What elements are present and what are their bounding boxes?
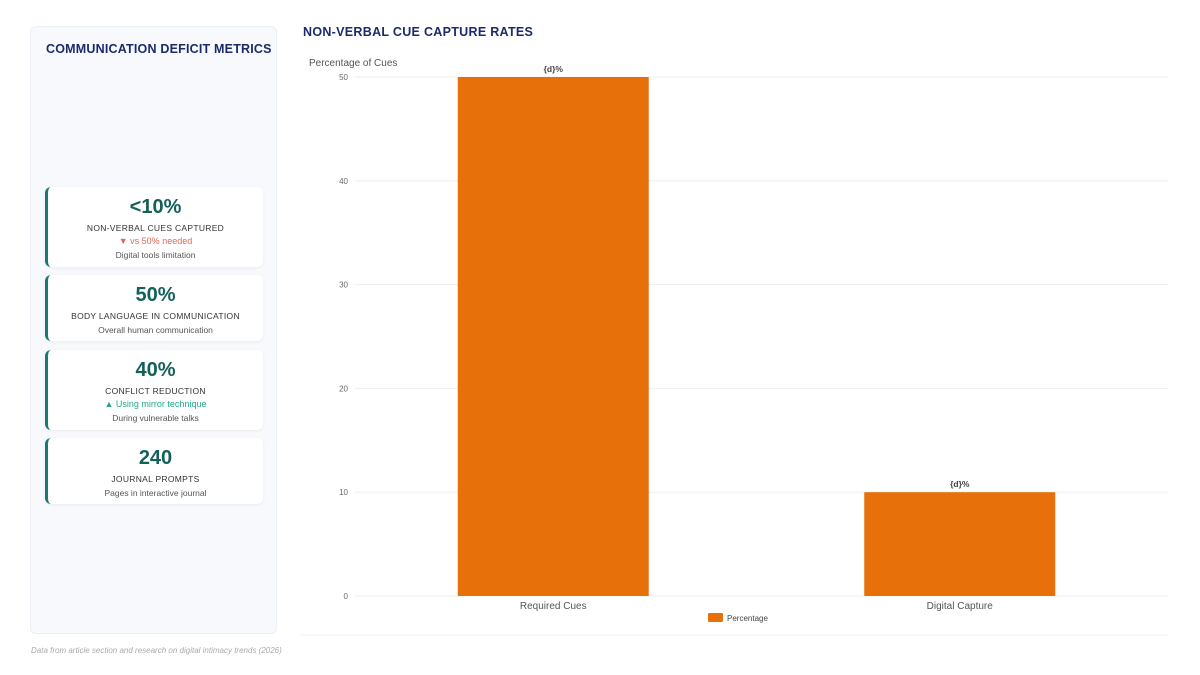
metric-label: NON-VERBAL CUES CAPTURED — [86, 223, 225, 233]
y-axis-title: Percentage of Cues — [309, 58, 397, 69]
metric-trend: ▲ Using mirror technique — [104, 399, 207, 409]
sidebar-title: COMMUNICATION DEFICIT METRICS — [46, 42, 272, 56]
metric-label: CONFLICT REDUCTION — [105, 386, 206, 396]
legend-label: Percentage — [727, 614, 768, 623]
bar — [457, 77, 649, 596]
metric-card-conflict: 40% CONFLICT REDUCTION ▲ Using mirror te… — [45, 350, 263, 430]
bar — [864, 492, 1056, 596]
y-tick-label: 10 — [339, 488, 348, 497]
y-tick-label: 30 — [339, 281, 348, 290]
bar-data-label: {d}% — [544, 64, 564, 74]
x-tick-label: Required Cues — [520, 601, 587, 612]
metric-value: <10% — [129, 196, 182, 218]
y-tick-label: 50 — [339, 73, 348, 82]
y-tick-label: 20 — [339, 384, 348, 393]
metric-subtext: During vulnerable talks — [112, 413, 199, 423]
metric-card-nonverbal: <10% NON-VERBAL CUES CAPTURED ▼ vs 50% n… — [45, 187, 263, 267]
metric-label: JOURNAL PROMPTS — [111, 474, 200, 484]
chart-title: NON-VERBAL CUE CAPTURE RATES — [303, 25, 534, 39]
bar-chart: Percentage of Cues 0 10 20 30 40 50 {d}% Require… — [300, 58, 1168, 636]
bar-data-label: {d}% — [950, 479, 970, 489]
metric-value: 40% — [135, 359, 176, 381]
metric-subtext: Pages in interactive journal — [104, 488, 207, 498]
x-tick-label: Digital Capture — [927, 601, 994, 612]
footnote: Data from article section and research o… — [31, 646, 282, 655]
y-tick-label: 0 — [344, 592, 349, 601]
metric-value: 240 — [138, 447, 173, 469]
metric-trend: ▼ vs 50% needed — [118, 236, 193, 246]
metric-card-body-language: 50% BODY LANGUAGE IN COMMUNICATION Overa… — [45, 275, 263, 341]
y-tick-label: 40 — [339, 177, 348, 186]
metrics-sidebar: COMMUNICATION DEFICIT METRICS <10% NON-V… — [30, 26, 277, 634]
metric-value: 50% — [135, 284, 176, 306]
metric-card-journal: 240 JOURNAL PROMPTS Pages in interactive… — [45, 438, 263, 504]
legend-swatch — [708, 613, 723, 622]
metric-label: BODY LANGUAGE IN COMMUNICATION — [71, 311, 240, 321]
metric-subtext: Overall human communication — [98, 325, 213, 335]
metric-subtext: Digital tools limitation — [115, 250, 196, 260]
